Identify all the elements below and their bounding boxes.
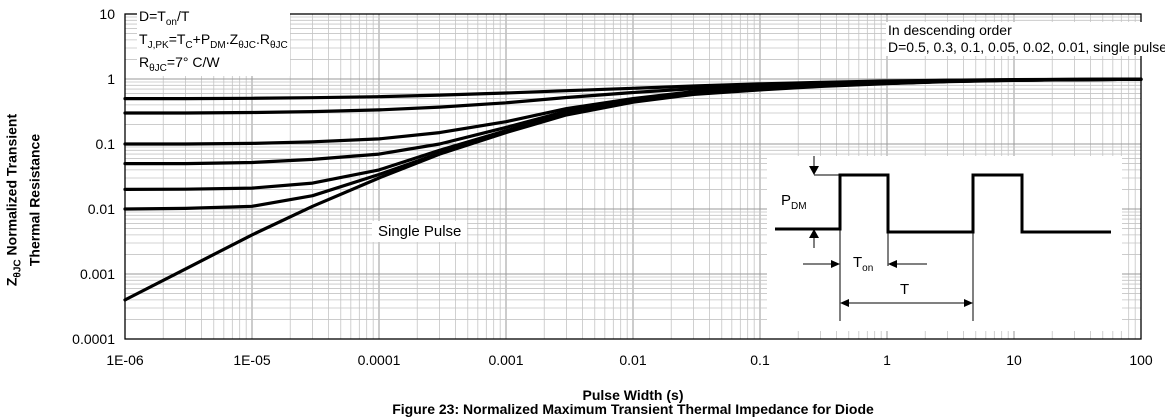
period-label: T: [900, 281, 910, 298]
x-axis-title: Pulse Width (s): [582, 387, 684, 403]
y-tick-label: 0.0001: [72, 331, 115, 347]
series-line-single-pulse: [123, 77, 1143, 302]
y-axis-symbol-sub: θJC: [12, 259, 24, 278]
y-tick-label: 0.01: [88, 201, 115, 217]
x-tick-label: 0.001: [488, 352, 523, 368]
figure-caption: Figure 23: Normalized Maximum Transient …: [392, 401, 874, 417]
y-tick-label: 10: [99, 6, 115, 22]
y-tick-labels: 0.0001 0.001 0.01 0.1 1 10: [72, 6, 115, 347]
ton-arrowhead-right: [888, 260, 897, 268]
order-annotation: In descending order D=0.5, 0.3, 0.1, 0.0…: [886, 22, 1165, 56]
order-annotation-line2: D=0.5, 0.3, 0.1, 0.05, 0.02, 0.01, singl…: [888, 39, 1165, 55]
y-axis-title: ZθJC Normalized Transient Thermal Resist…: [2, 0, 44, 400]
pdm-arrowhead-top: [809, 166, 819, 175]
ton-arrowhead-left: [831, 260, 840, 268]
period-arrowhead-right: [964, 299, 973, 307]
y-axis-symbol: Z: [3, 277, 20, 287]
x-tick-label: 10: [1006, 352, 1022, 368]
pulse-waveform: [775, 173, 1111, 234]
period-arrowhead-left: [840, 299, 849, 307]
single-pulse-label: Single Pulse: [372, 221, 468, 242]
plot-frame: [124, 13, 1142, 340]
pdm-arrowhead-bottom: [809, 229, 819, 238]
order-annotation-line1: In descending order: [888, 22, 1012, 38]
x-tick-label: 1E-05: [233, 352, 271, 368]
ton-label: Ton: [853, 254, 874, 274]
x-tick-label: 1E-06: [106, 352, 144, 368]
x-tick-label: 0.1: [750, 352, 770, 368]
y-tick-label: 0.001: [80, 266, 115, 282]
formula-annotation: D=Ton/T TJ,PK=TC+PDM.ZθJC.RθJC RθJC=7° C…: [137, 8, 290, 77]
chart-curves: [123, 77, 1143, 302]
y-tick-label: 1: [107, 71, 115, 87]
x-tick-label: 0.01: [619, 352, 646, 368]
y-axis-title-line2: Thermal Resistance: [26, 133, 43, 267]
y-tick-label: 0.1: [96, 136, 116, 152]
x-tick-labels: 1E-06 1E-05 0.0001 0.001 0.01 0.1 1 10 100: [106, 352, 1153, 368]
pulse-waveform-inset: PDM Ton T: [767, 156, 1122, 336]
x-tick-label: 1: [883, 352, 891, 368]
x-tick-label: 0.0001: [358, 352, 401, 368]
x-tick-label: 100: [1129, 352, 1153, 368]
y-axis-title-line1: Normalized Transient: [3, 113, 20, 256]
pdm-label: PDM: [781, 192, 807, 212]
